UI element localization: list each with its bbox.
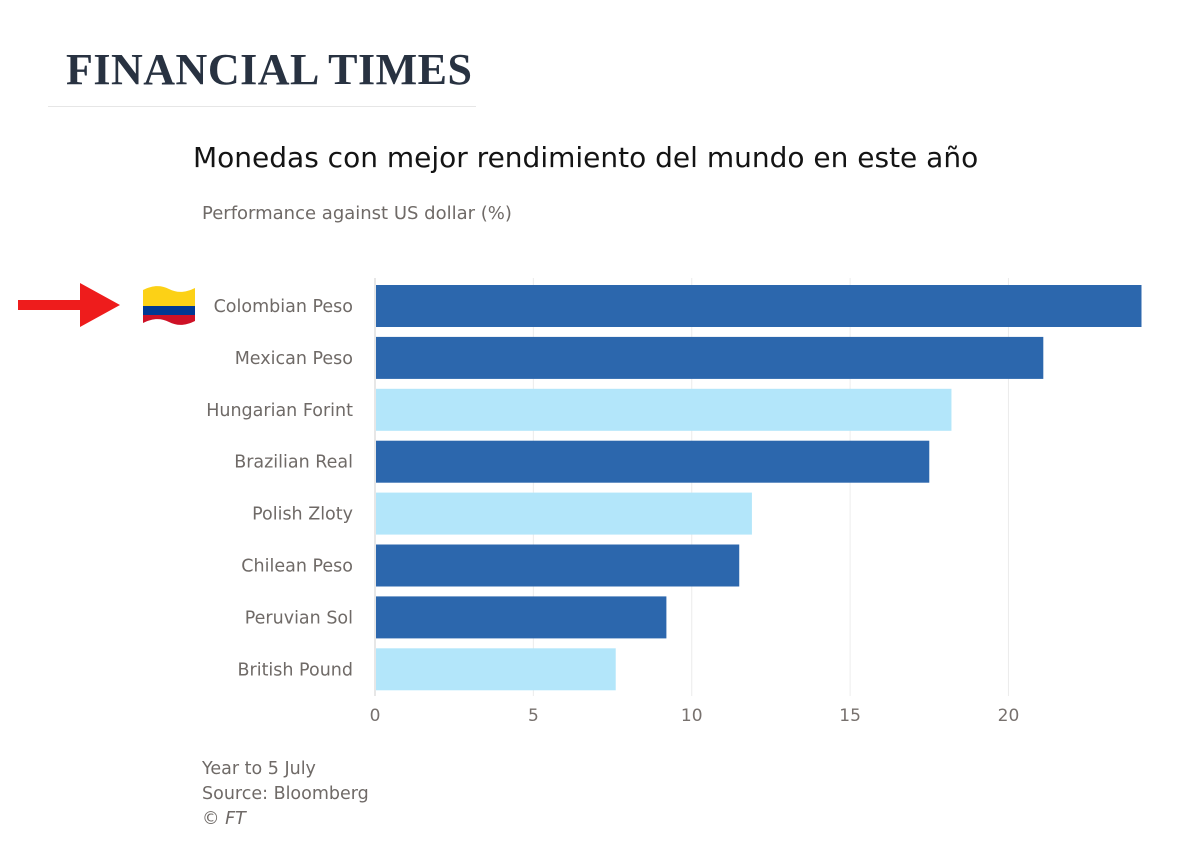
- masthead-logo: FINANCIAL TIMES: [66, 45, 473, 94]
- x-tick-label: 0: [370, 706, 381, 726]
- bar: [376, 336, 1044, 379]
- category-labels: Colombian Peso Mexican Peso Hungarian Fori…: [206, 297, 353, 680]
- category-label: British Pound: [238, 660, 354, 680]
- chart-subtitle: Performance against US dollar (%): [202, 203, 512, 224]
- chart-bars: [376, 285, 1142, 691]
- bar: [376, 285, 1142, 327]
- x-tick-label: 15: [839, 706, 861, 726]
- bar: [376, 648, 616, 691]
- masthead-divider: [48, 106, 476, 107]
- x-tick-label: 10: [681, 706, 703, 726]
- category-label: Hungarian Forint: [206, 401, 353, 421]
- bar: [376, 544, 740, 587]
- category-label: Mexican Peso: [235, 349, 353, 369]
- date-note: Year to 5 July: [202, 759, 316, 779]
- bar: [376, 388, 952, 431]
- x-tick-label: 20: [998, 706, 1020, 726]
- category-label: Peruvian Sol: [245, 608, 353, 628]
- bar: [376, 596, 667, 639]
- x-tick-label: 5: [528, 706, 539, 726]
- x-tick-labels: 0 5 10 15 20: [370, 706, 1020, 726]
- category-label: Colombian Peso: [214, 297, 353, 317]
- red-arrow-icon: [18, 283, 120, 327]
- colombia-flag-icon: [143, 286, 195, 325]
- bar: [376, 492, 752, 535]
- source-note: Source: Bloomberg: [202, 784, 369, 804]
- category-label: Brazilian Real: [234, 453, 353, 473]
- bar: [376, 440, 930, 483]
- category-label: Chilean Peso: [241, 557, 353, 577]
- category-label: Polish Zloty: [252, 505, 353, 525]
- chart-footnotes: Year to 5 July Source: Bloomberg © FT: [202, 757, 369, 832]
- chart-title: Monedas con mejor rendimiento del mundo …: [193, 141, 979, 174]
- copyright-note: © FT: [202, 809, 246, 829]
